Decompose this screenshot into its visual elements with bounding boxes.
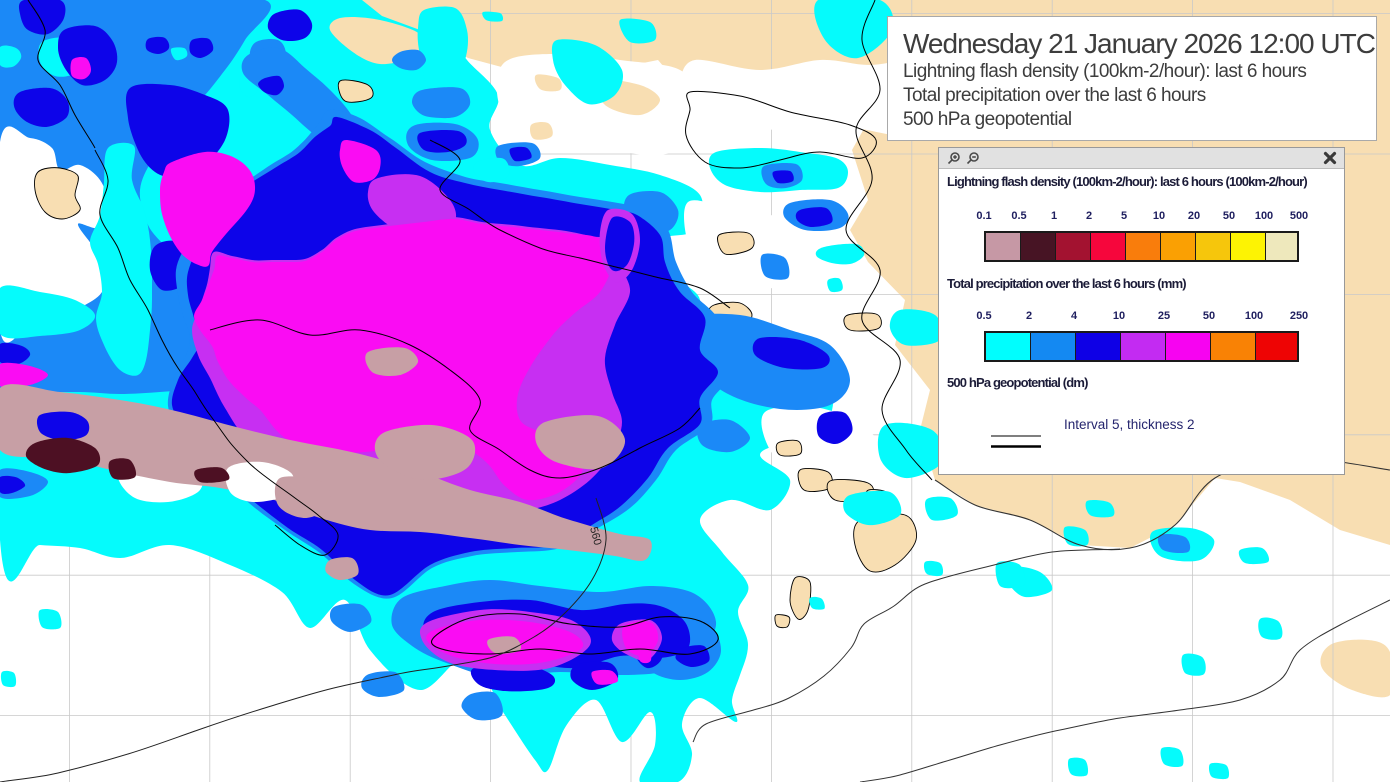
svg-text:560: 560 — [587, 526, 603, 547]
svg-text:Interval 5, thickness 2: Interval 5, thickness 2 — [1064, 417, 1195, 432]
